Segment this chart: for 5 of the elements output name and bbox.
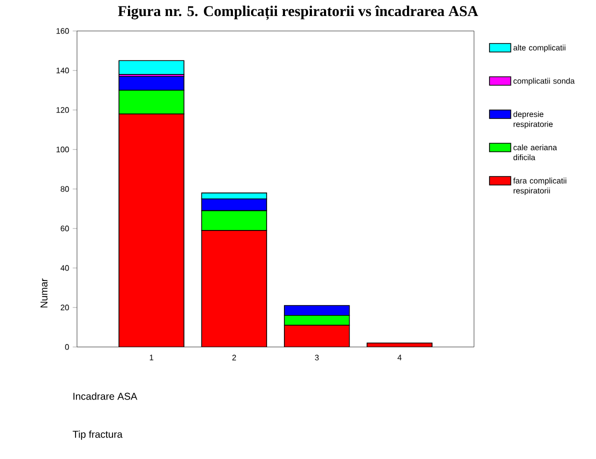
- x-axis-title: Incadrare ASA: [73, 392, 138, 400]
- bar: [118, 60, 184, 75]
- y-axis-title: Numar: [40, 278, 48, 308]
- chart-title: Figura nr. 5. Complicații respiratorii vs încadrarea ASA: [118, 6, 478, 20]
- text: Tip fractura: [72, 430, 123, 440]
